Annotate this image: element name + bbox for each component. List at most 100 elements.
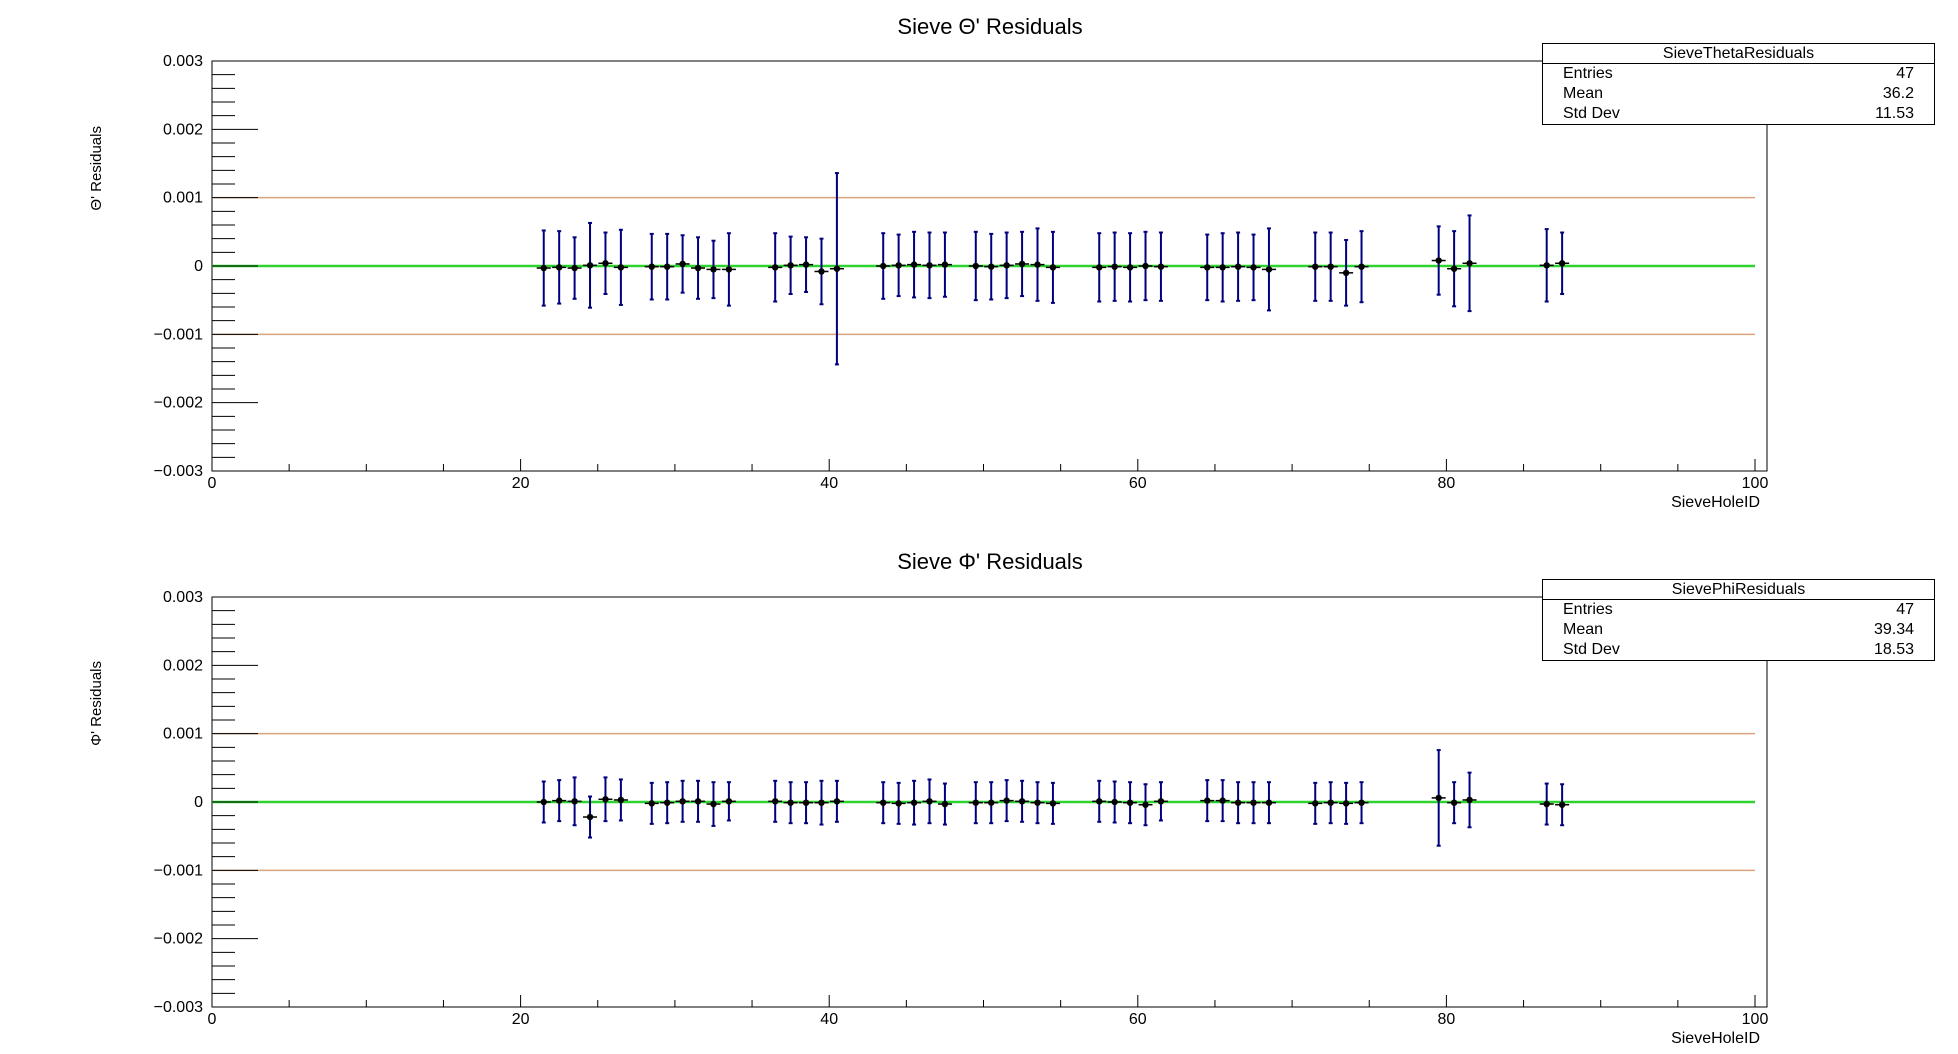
phi-data-point: [1246, 781, 1261, 825]
point-marker: [694, 798, 702, 805]
theta-data-point: [1431, 225, 1446, 296]
theta-data-point: [536, 229, 551, 307]
point-marker: [1558, 801, 1566, 808]
point-marker: [1250, 799, 1257, 806]
point-marker: [972, 799, 979, 806]
phi-stats-row: Entries 47: [1543, 600, 1934, 620]
theta-y-tick-label: −0.003: [154, 463, 203, 480]
theta-stats-row: Entries 47: [1543, 64, 1934, 84]
theta-data-point: [567, 236, 582, 300]
point-marker: [602, 796, 609, 803]
point-marker: [1111, 263, 1118, 270]
point-marker: [895, 800, 902, 807]
point-marker: [1327, 799, 1334, 806]
point-marker: [1049, 264, 1057, 271]
phi-data-points: [536, 749, 1570, 847]
phi-data-point: [552, 779, 567, 823]
point-marker: [1250, 264, 1257, 271]
theta-data-point: [1200, 233, 1215, 302]
point-marker: [1142, 801, 1149, 808]
point-marker: [1234, 799, 1242, 806]
phi-data-point: [536, 780, 551, 824]
theta-y-ticks: −0.003 −0.002 −0.001 0 0.001 0.002 0.003: [154, 53, 258, 480]
theta-data-point: [1153, 231, 1168, 302]
theta-y-tick-label: 0.002: [163, 121, 203, 138]
phi-x-tick-label: 20: [512, 1011, 530, 1028]
theta-data-point: [1138, 230, 1153, 302]
phi-y-axis-label: Φ' Residuals: [88, 661, 105, 746]
point-marker: [617, 264, 625, 271]
phi-x-tick-label: 80: [1438, 1011, 1456, 1028]
point-marker: [941, 800, 949, 808]
theta-data-point: [1261, 227, 1276, 312]
point-marker: [988, 263, 995, 270]
theta-data-point: [1015, 230, 1030, 298]
phi-data-point: [675, 779, 690, 823]
theta-data-point: [1246, 233, 1261, 302]
phi-x-axis-label: SieveHoleID: [1671, 1030, 1760, 1047]
point-marker: [1204, 797, 1211, 804]
theta-data-point: [691, 236, 706, 300]
phi-data-point: [691, 779, 706, 823]
phi-data-point: [876, 781, 891, 825]
point-marker: [725, 798, 733, 805]
phi-data-point: [1030, 781, 1045, 825]
theta-data-point: [999, 231, 1014, 300]
theta-y-tick-label: −0.001: [154, 326, 203, 343]
phi-data-point: [1431, 749, 1446, 847]
phi-data-point: [1261, 781, 1276, 825]
theta-y-tick-label: 0: [194, 258, 203, 275]
point-marker: [1204, 264, 1211, 271]
point-marker: [1450, 799, 1458, 806]
point-marker: [1466, 260, 1473, 267]
point-marker: [1034, 261, 1041, 268]
theta-data-point: [922, 231, 937, 300]
theta-data-point: [1339, 239, 1354, 307]
point-marker: [617, 796, 625, 804]
phi-data-point: [1015, 779, 1030, 823]
phi-data-point: [799, 781, 814, 825]
phi-data-point: [1215, 779, 1230, 823]
phi-data-point: [644, 781, 659, 825]
point-marker: [833, 798, 841, 805]
theta-data-point: [706, 239, 721, 300]
point-marker: [1018, 260, 1026, 268]
theta-data-point: [1107, 231, 1122, 302]
theta-data-point: [1555, 231, 1570, 296]
point-marker: [1234, 263, 1242, 270]
phi-data-point: [937, 782, 952, 826]
theta-y-axis-label: Θ' Residuals: [88, 126, 105, 211]
phi-data-point: [1462, 771, 1477, 829]
phi-data-point: [768, 779, 783, 823]
phi-x-ticks: 0 20 40 60 80 100: [208, 995, 1768, 1028]
phi-data-point: [1153, 781, 1168, 822]
theta-stats-title: SieveThetaResiduals: [1543, 44, 1934, 64]
phi-chart-title: Sieve Φ' Residuals: [897, 549, 1083, 574]
phi-data-point: [1555, 783, 1570, 827]
stats-label: Std Dev: [1563, 105, 1620, 122]
point-marker: [910, 799, 918, 806]
theta-data-point: [1215, 232, 1230, 303]
stats-value: 18.53: [1873, 641, 1914, 658]
point-marker: [555, 264, 563, 271]
point-marker: [1157, 263, 1165, 270]
phi-y-tick-label: 0: [194, 794, 203, 811]
theta-residuals-panel: Sieve Θ' Residuals Θ' Residuals SieveHol…: [88, 14, 1768, 511]
theta-data-point: [768, 232, 783, 303]
phi-data-point: [1107, 780, 1122, 824]
theta-y-tick-label: −0.002: [154, 395, 203, 412]
point-marker: [679, 798, 686, 805]
phi-y-tick-label: −0.003: [154, 999, 203, 1016]
point-marker: [710, 266, 717, 273]
phi-data-point: [1539, 782, 1554, 826]
theta-data-point: [907, 230, 922, 299]
point-marker: [972, 262, 979, 270]
theta-data-point: [1447, 230, 1462, 308]
theta-reference-lines: [212, 196, 1755, 336]
stats-label: Entries: [1563, 65, 1613, 82]
point-marker: [1312, 263, 1319, 270]
phi-x-tick-label: 0: [208, 1011, 217, 1028]
point-marker: [926, 798, 933, 805]
stats-label: Mean: [1563, 85, 1604, 102]
point-marker: [602, 260, 609, 267]
